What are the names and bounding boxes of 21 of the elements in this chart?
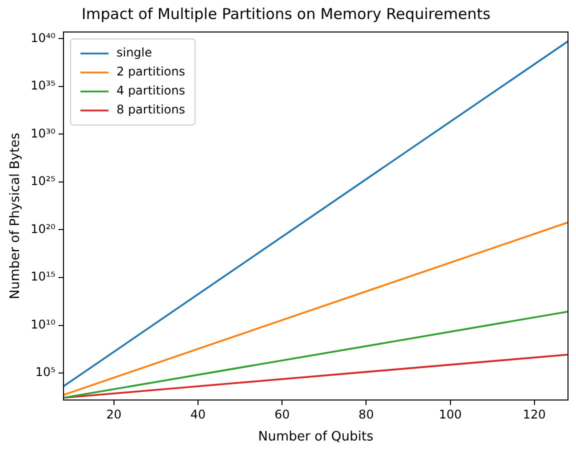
y-axis-title: Number of Physical Bytes bbox=[8, 132, 24, 300]
y-tick-label: 10¹⁰ bbox=[30, 317, 56, 332]
y-tick-label: 10³⁵ bbox=[30, 78, 56, 93]
legend-label: single bbox=[116, 46, 152, 60]
legend-label: 8 partitions bbox=[116, 102, 186, 117]
y-tick-label: 10⁴⁰ bbox=[30, 30, 56, 45]
chart-title: Impact of Multiple Partitions on Memory Requirements bbox=[82, 4, 491, 23]
x-tick-label: 40 bbox=[190, 407, 206, 422]
y-tick-label: 10⁵ bbox=[35, 365, 56, 380]
y-tick-label: 10²⁰ bbox=[30, 222, 56, 236]
x-tick-label: 100 bbox=[438, 407, 462, 422]
legend-label: 4 partitions bbox=[116, 84, 186, 98]
y-tick-label: 10¹⁵ bbox=[30, 270, 56, 284]
y-tick-label: 10³⁰ bbox=[30, 126, 56, 140]
x-tick-label: 60 bbox=[274, 407, 290, 422]
x-axis-title: Number of Qubits bbox=[258, 430, 374, 445]
x-tick-label: 80 bbox=[358, 407, 374, 422]
y-tick-label: 10²⁵ bbox=[30, 174, 56, 188]
legend-label: 2 partitions bbox=[116, 64, 186, 79]
x-tick-label: 120 bbox=[522, 407, 546, 422]
x-tick-label: 20 bbox=[106, 407, 122, 422]
